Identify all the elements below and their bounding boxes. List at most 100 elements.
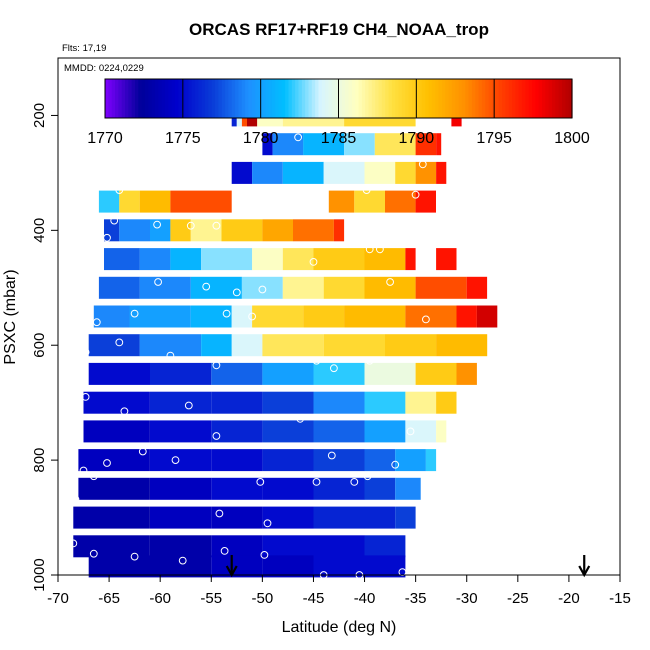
data-point: [212, 221, 221, 230]
data-point: [220, 547, 229, 555]
colorbar-swatch: [205, 79, 210, 118]
colorbar-swatch: [208, 79, 213, 118]
colorbar-swatch: [361, 79, 366, 118]
heatmap-cell: [139, 248, 171, 271]
colorbar-swatch: [111, 79, 116, 118]
colorbar-swatch: [241, 79, 246, 118]
data-point: [154, 278, 163, 286]
data-point: [327, 451, 336, 460]
data-point: [391, 460, 400, 469]
heatmap-cell: [313, 506, 365, 529]
colorbar-swatch: [105, 79, 109, 118]
heatmap-cell: [405, 248, 416, 271]
colorbar-swatch: [398, 79, 403, 118]
heatmap-cell: [466, 276, 488, 299]
heatmap-cell: [364, 506, 396, 529]
heatmap-cell: [262, 334, 324, 357]
heatmap-cell: [150, 391, 212, 414]
data-point: [312, 356, 321, 365]
data-point: [120, 407, 129, 416]
heatmap-cell: [150, 420, 212, 443]
colorbar-swatch: [431, 79, 436, 118]
heatmap-cell: [313, 391, 365, 414]
y-axis: 200 400 600 800 1000: [31, 103, 58, 592]
data-point: [365, 245, 374, 254]
colorbar-swatch: [238, 79, 243, 118]
heatmap-cell: [282, 276, 324, 299]
data-point: [365, 356, 374, 365]
colorbar-tick-label: 1785: [321, 130, 357, 147]
heatmap-cell: [190, 305, 232, 328]
colorbar-swatch: [415, 79, 420, 118]
heatmap-cell: [211, 535, 263, 558]
colorbar-swatch: [471, 79, 476, 118]
x-tick-label: -45: [303, 590, 325, 607]
heatmap-cell: [150, 506, 212, 529]
colorbar-swatch: [325, 79, 330, 118]
heatmap-cell: [313, 248, 365, 271]
heatmap-cell: [150, 535, 212, 558]
heatmap-cell: [104, 248, 140, 271]
colorbar-swatch: [368, 79, 373, 118]
colorbar-swatch: [391, 79, 396, 118]
colorbar-tick-label: 1800: [554, 130, 590, 147]
heatmap-cell: [436, 133, 442, 156]
heatmap-cell: [364, 391, 406, 414]
colorbar-swatch: [538, 79, 543, 118]
colorbar-swatch: [265, 79, 270, 118]
colorbar-swatch: [508, 79, 513, 118]
flights-note: Flts: 17,19: [62, 43, 106, 54]
colorbar-swatch: [365, 79, 370, 118]
data-point: [263, 519, 272, 528]
heatmap-cell: [364, 535, 406, 558]
colorbar-swatch: [388, 79, 393, 118]
heatmap-cell: [262, 535, 314, 558]
heatmap-cell: [170, 219, 191, 242]
data-point: [258, 285, 267, 294]
heatmap-cell: [119, 219, 150, 242]
date-note: MMDD: 0224,0229: [64, 63, 144, 74]
colorbar-swatch: [535, 79, 540, 118]
colorbar-swatch: [198, 79, 203, 118]
colorbar-swatch: [215, 79, 220, 118]
heatmap-cell: [98, 276, 140, 299]
data-point: [294, 133, 303, 142]
colorbar-swatch: [381, 79, 386, 118]
colorbar-swatch: [528, 79, 533, 118]
data-point: [232, 288, 241, 297]
colorbar-swatch: [141, 79, 146, 118]
data-point: [115, 338, 124, 347]
colorbar-swatch: [285, 79, 290, 118]
colorbar-swatch: [178, 79, 183, 118]
heatmap-cell: [93, 305, 130, 328]
colorbar-swatch: [301, 79, 306, 118]
colorbar-swatch: [268, 79, 273, 118]
heatmap-cell: [190, 219, 222, 242]
x-tick-label: -60: [149, 590, 171, 607]
heatmap-cell: [119, 190, 140, 213]
colorbar-swatch: [561, 79, 566, 118]
colorbar-swatch: [478, 79, 483, 118]
colorbar-swatch: [155, 79, 159, 118]
heatmap-cell: [211, 506, 263, 529]
colorbar-swatch: [568, 79, 573, 118]
heatmap-cell: [395, 506, 416, 529]
colorbar-swatch: [225, 79, 230, 118]
chart-title: ORCAS RF17+RF19 CH4_NOAA_trop: [189, 20, 489, 39]
heatmap-cell: [323, 334, 385, 357]
heatmap-cell: [415, 276, 467, 299]
colorbar-swatch: [335, 79, 340, 118]
heatmap-cell: [83, 420, 150, 443]
colorbar-swatch: [525, 79, 530, 118]
heatmap-cell: [364, 362, 416, 385]
colorbar-tick-label: 1790: [399, 130, 435, 147]
data-point: [296, 414, 305, 423]
data-point: [312, 478, 321, 486]
heatmap-cell: [333, 219, 345, 242]
y-tick-label: 600: [31, 333, 48, 358]
data-point: [248, 312, 257, 321]
heatmap-cell: [436, 420, 447, 443]
colorbar-swatch: [128, 79, 133, 118]
colorbar-swatch: [558, 79, 563, 118]
colorbar-swatch: [405, 79, 410, 118]
